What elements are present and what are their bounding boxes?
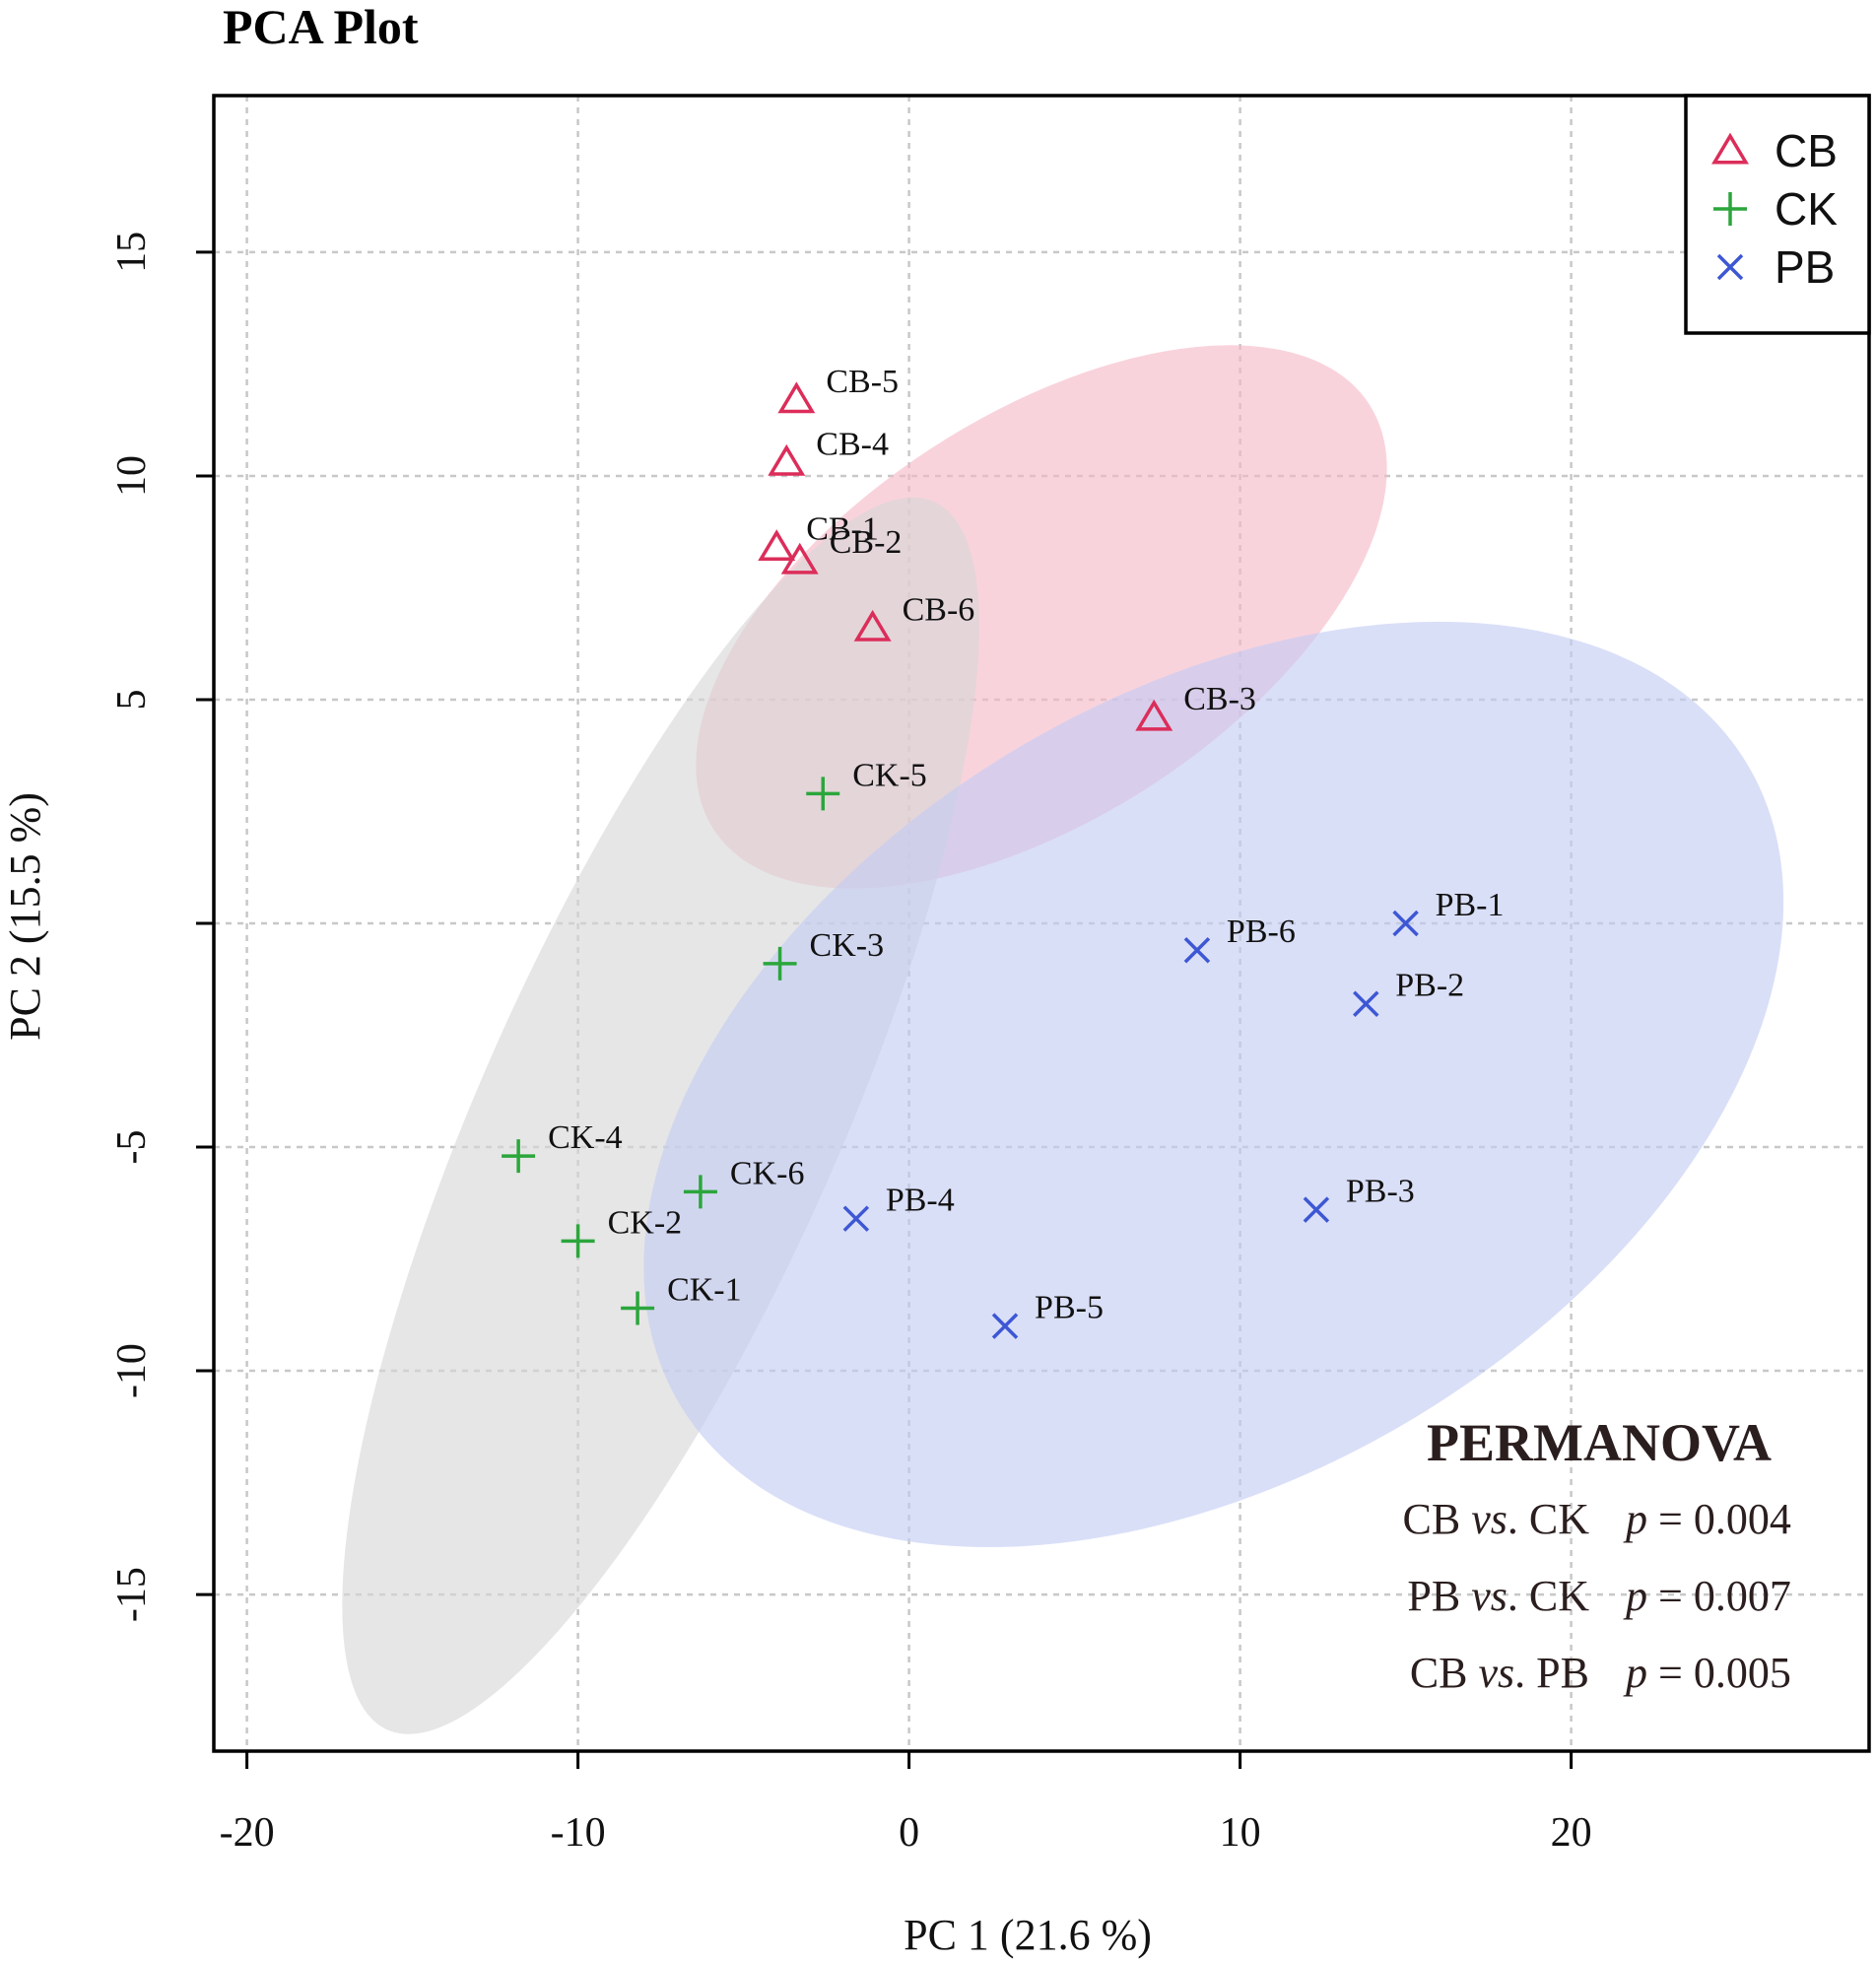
point-label-pb-3: PB-3	[1346, 1174, 1415, 1210]
permanova-comparison: CB vs. PB	[1410, 1649, 1589, 1697]
legend-label-pb: PB	[1775, 241, 1835, 293]
x-tick-label: 0	[899, 1810, 919, 1856]
data-point-ck-4	[502, 1139, 536, 1174]
permanova-comparison: PB vs. CK	[1407, 1572, 1589, 1620]
point-label-cb-3: CB-3	[1183, 681, 1256, 717]
x-axis-label: PC 1 (21.6 %)	[904, 1911, 1152, 1959]
data-point-cb-3	[1135, 699, 1173, 731]
x-tick-label: 10	[1220, 1810, 1261, 1856]
data-point-ck-5	[806, 777, 840, 811]
data-point-pb-4	[842, 1205, 870, 1232]
data-point-cb-2	[780, 542, 819, 575]
y-tick-label: 5	[109, 689, 155, 710]
confidence-ellipse-ck	[342, 497, 979, 1734]
chart-title: PCA Plot	[223, 0, 419, 54]
data-points	[502, 381, 1419, 1339]
data-point-pb-3	[1303, 1196, 1330, 1223]
data-point-ck-6	[683, 1175, 717, 1209]
confidence-ellipse-pb	[643, 621, 1784, 1548]
data-point-cb-1	[758, 529, 796, 562]
permanova-p-value: p = 0.004	[1623, 1495, 1791, 1543]
point-label-pb-4: PB-4	[886, 1183, 955, 1219]
y-axis-label: PC 2 (15.5 %)	[1, 792, 49, 1041]
point-label-ck-5: CK-5	[852, 757, 927, 793]
point-labels: CB-1CB-2 CB-3 CB-4 CB-5 CB-6 CK-1 CK-2 CK-3 CK-4…	[548, 364, 1504, 1326]
data-point-pb-6	[1183, 937, 1211, 964]
point-label-cb-5: CB-5	[826, 364, 899, 400]
data-point-pb-2	[1353, 990, 1379, 1017]
legend: CB CK PB	[1684, 94, 1871, 335]
permanova-p-value: p = 0.007	[1623, 1572, 1791, 1620]
permanova-p-value: p = 0.005	[1623, 1649, 1791, 1697]
x-tick-label: -10	[551, 1810, 606, 1856]
legend-label-ck: CK	[1775, 183, 1838, 235]
x-axis: -20 -10 0 10 20	[220, 1751, 1592, 1856]
point-label-ck-2: CK-2	[608, 1204, 683, 1241]
point-label-ck-4: CK-4	[548, 1119, 623, 1156]
point-label-ck-1: CK-1	[667, 1271, 742, 1308]
y-tick-label: -5	[109, 1130, 155, 1165]
x-tick-label: 20	[1551, 1810, 1592, 1856]
data-point-ck-2	[561, 1224, 595, 1258]
point-label-cb-6: CB-6	[903, 591, 975, 628]
point-label-cb-2: CB-2	[830, 524, 903, 561]
y-tick-label: -10	[109, 1343, 155, 1398]
data-point-cb-4	[768, 443, 806, 476]
point-label-cb-4: CB-4	[816, 426, 889, 462]
legend-marker-cb	[1711, 132, 1749, 165]
y-tick-label: 10	[109, 455, 155, 497]
data-point-pb-1	[1392, 910, 1419, 937]
y-tick-label: -15	[109, 1567, 155, 1622]
point-label-pb-5: PB-5	[1035, 1290, 1104, 1326]
data-point-ck-3	[763, 946, 797, 981]
x-tick-label: -20	[220, 1810, 275, 1856]
y-axis: -15 -10 -5 5 10 15	[109, 232, 214, 1622]
point-label-pb-2: PB-2	[1395, 968, 1464, 1004]
legend-label-cb: CB	[1775, 125, 1838, 176]
data-point-ck-1	[621, 1291, 655, 1325]
data-point-pb-5	[991, 1313, 1019, 1339]
point-label-cb-1: CB-1	[806, 511, 879, 548]
legend-marker-ck	[1713, 192, 1747, 226]
data-point-cb-5	[777, 381, 816, 414]
data-point-cb-6	[853, 609, 892, 642]
permanova-comparison: CB vs. CK	[1403, 1495, 1590, 1543]
legend-marker-pb	[1716, 253, 1744, 281]
point-label-pb-6: PB-6	[1227, 914, 1296, 950]
confidence-ellipses	[342, 345, 1784, 1734]
point-label-ck-3: CK-3	[810, 927, 885, 964]
permanova-title: PERMANOVA	[1427, 1413, 1772, 1472]
legend-box	[1684, 94, 1871, 335]
point-label-ck-6: CK-6	[730, 1155, 805, 1191]
y-tick-label: 15	[109, 232, 155, 273]
point-label-pb-1: PB-1	[1436, 887, 1505, 923]
permanova-annotation: PERMANOVA CB vs. CK p = 0.004 PB vs. CK p =…	[1403, 1413, 1791, 1697]
